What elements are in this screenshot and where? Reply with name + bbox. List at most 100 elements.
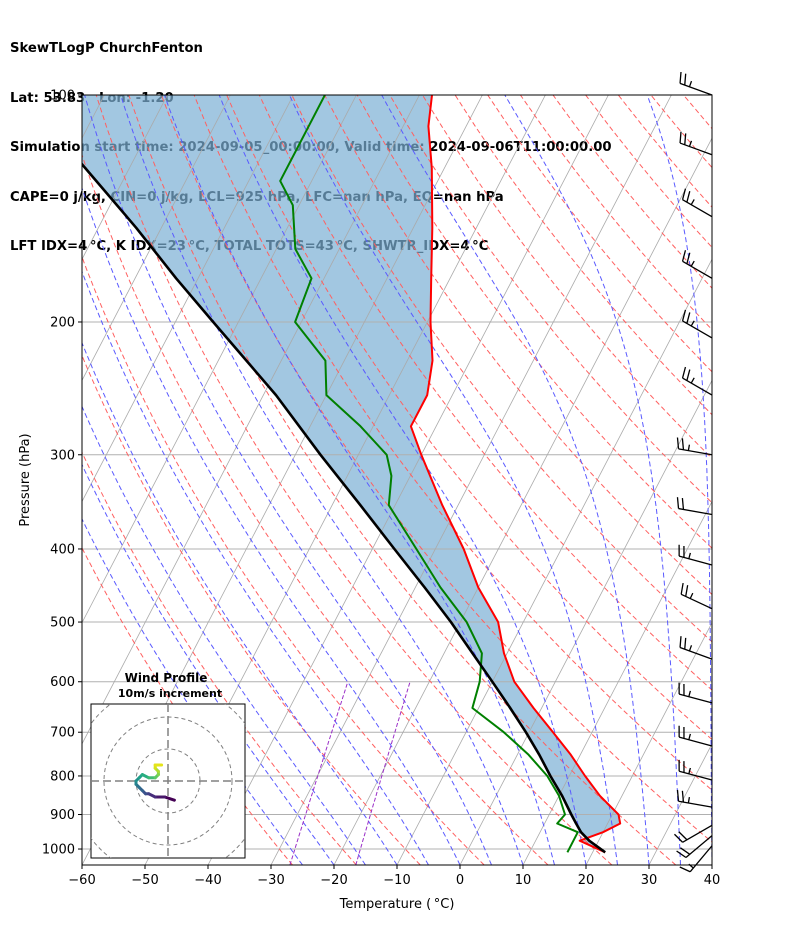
dry-adiabat-line: [454, 95, 712, 416]
barb-half-flag: [689, 592, 694, 599]
wind-barb: [681, 250, 713, 279]
dry-adiabat-line: [82, 153, 549, 865]
wind-barb: [678, 544, 713, 566]
wind-barb: [676, 497, 713, 516]
isotherm-line: [585, 621, 712, 865]
chart-title: SkewTLogP ChurchFenton: [10, 41, 203, 56]
isotherm-line: [775, 95, 794, 865]
moist-adiabat-line: [82, 341, 398, 865]
moist-adiabat-line: [646, 95, 712, 865]
barb-flag: [684, 133, 687, 145]
y-tick-label: 600: [50, 675, 75, 690]
isotherm-line: [522, 500, 712, 865]
barb-flag: [673, 833, 684, 843]
moist-adiabat-line: [120, 95, 524, 865]
moist-adiabat-line: [504, 95, 681, 865]
dry-adiabat-line: [193, 95, 712, 791]
x-tick-label: 40: [704, 873, 721, 888]
barb-flag: [679, 131, 682, 144]
moist-adiabat-line: [82, 463, 335, 865]
moist-adiabat-line: [82, 405, 366, 865]
barb-half-flag: [688, 733, 691, 740]
wind-barb: [676, 835, 713, 859]
barb-half-flag: [687, 796, 691, 804]
wind-barb: [673, 824, 713, 843]
dry-adiabat-line: [258, 95, 712, 691]
barb-half-flag: [688, 863, 694, 869]
barb-flag: [676, 850, 687, 859]
y-tick-label: 700: [50, 726, 75, 741]
barb-half-flag: [688, 645, 693, 652]
dry-adiabat-line: [389, 95, 712, 504]
barb-staff: [679, 82, 713, 96]
hodograph-segment: [163, 795, 176, 802]
wind-barb: [679, 845, 713, 873]
wind-barb: [679, 636, 713, 660]
barb-half-flag: [688, 80, 693, 88]
y-tick-label: 500: [50, 616, 75, 631]
barb-flag: [676, 437, 680, 449]
barb-staff: [679, 646, 713, 660]
temperature-line: [409, 95, 622, 854]
barb-flag: [680, 582, 684, 595]
barb-flag: [681, 498, 685, 510]
x-tick-label: −10: [383, 873, 410, 888]
barb-flag: [678, 831, 688, 841]
moist-adiabat-line: [82, 186, 461, 865]
barb-staff: [678, 555, 713, 566]
wind-barb: [678, 682, 713, 704]
y-tick-label: 400: [50, 542, 75, 557]
barb-staff: [678, 800, 713, 808]
x-tick-label: 10: [515, 873, 532, 888]
isotherm-line: [459, 379, 712, 865]
dry-adiabat-line: [95, 95, 613, 865]
wind-barb: [681, 188, 713, 218]
barb-staff: [678, 736, 713, 747]
dry-adiabat-line: [422, 95, 712, 459]
x-tick-label: 30: [641, 873, 658, 888]
isotherm-line: [396, 258, 712, 865]
moist-adiabat-line: [288, 95, 618, 865]
dewpoint-line: [279, 95, 579, 853]
moist-adiabat-line: [82, 517, 303, 865]
barb-half-flag: [690, 320, 695, 327]
barb-flag: [685, 585, 689, 597]
x-tick-label: −60: [68, 873, 95, 888]
barb-half-flag: [688, 140, 693, 147]
isotherm-line: [82, 95, 357, 624]
moist-adiabat-line: [218, 95, 587, 865]
x-tick-label: 20: [578, 873, 595, 888]
cin-shading: [82, 95, 621, 853]
barb-flag: [686, 190, 691, 203]
barb-half-flag: [688, 552, 691, 559]
wind-barb: [676, 437, 713, 456]
dry-adiabat-line: [226, 95, 712, 741]
isotherm-line: [207, 95, 609, 865]
wind-barb: [676, 789, 713, 808]
wind-barb: [678, 759, 713, 781]
x-tick-label: −20: [320, 873, 347, 888]
isotherm-line: [270, 95, 672, 865]
barb-half-flag: [690, 199, 695, 206]
wind-barb: [679, 71, 713, 96]
parcel-line: [82, 162, 606, 854]
barb-staff: [682, 260, 713, 279]
isotherm-line: [82, 95, 231, 382]
dry-adiabat-line: [617, 95, 712, 208]
barb-flag: [679, 636, 682, 648]
barb-staff: [678, 507, 713, 516]
barb-flag: [679, 71, 682, 84]
barb-staff: [682, 377, 713, 396]
isotherm-line: [82, 95, 420, 745]
wind-barb: [681, 309, 713, 339]
barb-flag: [684, 637, 687, 650]
barb-staff: [678, 448, 713, 456]
x-tick-label: −50: [131, 873, 158, 888]
x-tick-label: 0: [456, 873, 464, 888]
barb-staff: [689, 845, 713, 873]
dry-adiabat-line: [552, 95, 712, 289]
barb-half-flag: [690, 377, 695, 384]
barb-staff: [678, 770, 713, 781]
dry-adiabat-line: [487, 95, 712, 373]
